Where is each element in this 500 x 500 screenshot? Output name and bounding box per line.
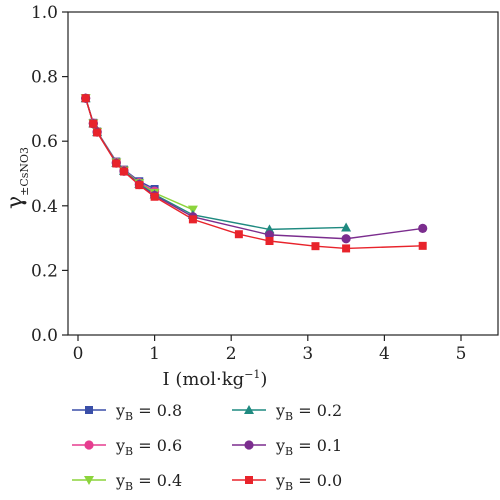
legend-label: yB = 0.2 — [275, 401, 342, 423]
legend-marker — [244, 440, 254, 450]
y-tick-label: 0.6 — [31, 132, 58, 152]
legend-label: yB = 0.4 — [115, 471, 182, 493]
y-axis: 0.0 0.2 0.4 0.6 0.8 1.0 — [31, 3, 68, 346]
x-axis: 0 1 2 3 4 5 — [73, 335, 467, 364]
legend-item: yB = 0.0 — [232, 471, 342, 493]
data-point — [418, 223, 428, 234]
series-line — [84, 98, 194, 211]
series-line — [84, 98, 155, 192]
legend-marker — [84, 476, 94, 485]
y-tick-label: 1.0 — [31, 3, 58, 23]
x-tick-label: 2 — [226, 344, 237, 364]
data-point — [188, 215, 197, 224]
data-point — [119, 167, 128, 176]
data-point — [234, 230, 243, 239]
legend-label: yB = 0.8 — [115, 401, 182, 423]
data-point — [311, 242, 320, 251]
x-axis-label: I (mol·kg−1) — [163, 368, 268, 390]
plot-area — [67, 11, 499, 336]
data-point — [265, 237, 274, 246]
x-tick-label: 1 — [149, 344, 160, 364]
plot-frame — [67, 11, 499, 336]
legend-marker — [244, 405, 254, 414]
legend-item: yB = 0.4 — [72, 471, 182, 493]
data-point — [89, 119, 98, 128]
x-tick-label: 0 — [73, 344, 84, 364]
y-tick-label: 0.8 — [31, 68, 58, 88]
series-lines — [84, 98, 423, 250]
series-line — [84, 98, 347, 231]
legend-item: yB = 0.8 — [72, 401, 182, 423]
legend: yB = 0.8 yB = 0.6 yB = 0.4 yB = 0.2 yB = 0.1… — [72, 401, 342, 493]
data-point — [135, 181, 144, 190]
series-points — [80, 93, 428, 253]
y-tick-label: 0.0 — [31, 326, 58, 346]
data-point — [150, 192, 159, 201]
legend-marker — [245, 476, 253, 484]
x-tick-label: 4 — [379, 344, 390, 364]
y-axis-label: γ±CsNO3 — [3, 147, 31, 209]
legend-marker — [85, 406, 93, 414]
x-tick-label: 3 — [302, 344, 313, 364]
legend-label: yB = 0.6 — [115, 436, 182, 458]
data-point — [81, 94, 90, 103]
y-tick-label: 0.2 — [31, 261, 58, 281]
x-tick-label: 5 — [456, 344, 467, 364]
data-point — [418, 241, 427, 250]
legend-item: yB = 0.1 — [232, 436, 342, 458]
legend-label: yB = 0.0 — [275, 471, 342, 493]
data-point — [342, 244, 351, 253]
data-point — [93, 128, 102, 137]
legend-item: yB = 0.2 — [232, 401, 342, 423]
data-point — [112, 159, 121, 168]
legend-marker — [84, 440, 94, 450]
y-tick-label: 0.4 — [31, 197, 58, 217]
legend-item: yB = 0.6 — [72, 436, 182, 458]
data-point — [341, 222, 352, 232]
legend-label: yB = 0.1 — [275, 436, 342, 458]
data-point — [341, 234, 351, 244]
series-line — [84, 98, 423, 240]
